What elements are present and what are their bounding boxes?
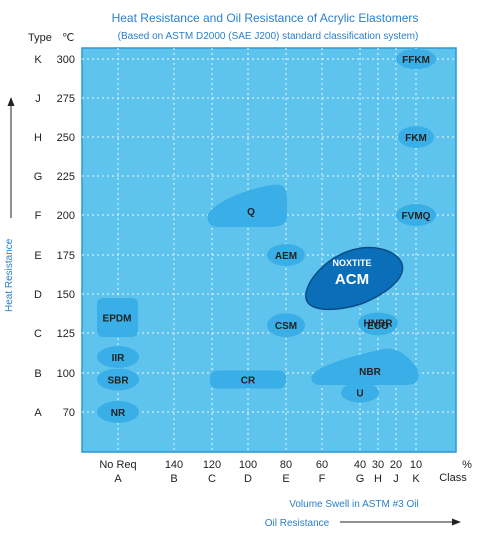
x-tick-class: K [412, 473, 420, 485]
aem-region [267, 244, 305, 266]
y-tick-type: A [34, 407, 42, 419]
y-tick-value: 125 [57, 328, 75, 340]
fkm-label: FKM [405, 133, 427, 144]
nr-region [97, 401, 139, 423]
x-tick-value: 140 [165, 459, 183, 471]
x-tick-class: H [374, 473, 382, 485]
sbr-label: SBR [107, 376, 129, 387]
y-tick-value: 250 [57, 132, 75, 144]
aem-label: AEM [275, 251, 297, 262]
csm-label: CSM [275, 321, 297, 332]
x-tick-class: C [208, 473, 216, 485]
x-tick-value: 30 [372, 459, 384, 471]
y-tick-value: 200 [57, 210, 75, 222]
x-axis-arrow [340, 518, 461, 526]
fvmq-label: FVMQ [402, 211, 431, 222]
y-axis-ticks: K 300 J 275 H 250 G 225 F 200 E 175 D 150 C 125 B 100 A 70 [34, 54, 75, 419]
iir-label: IIR [112, 353, 126, 364]
epdm-label: EPDM [103, 314, 132, 325]
chart-subtitle: (Based on ASTM D2000 (SAE J200) standard… [118, 31, 419, 42]
eco-label: ECO [367, 321, 389, 332]
y-tick-value: 225 [57, 171, 75, 183]
fvmq-region [396, 204, 436, 226]
hnbr-label: HNBR [364, 319, 394, 330]
y-tick-value: 300 [57, 54, 75, 66]
x-tick-class: E [282, 473, 289, 485]
eco-region [359, 315, 397, 336]
epdm-region [97, 298, 138, 337]
x-axis-ticks: No Req A 140 B 120 C 100 D 80 E 60 F 40 G 30 H 20 J 10 K [99, 459, 422, 485]
material-regions [97, 49, 436, 423]
y-tick-type: F [35, 210, 42, 222]
x-tick-value: 120 [203, 459, 221, 471]
x-tick-value: 80 [280, 459, 292, 471]
u-label: U [356, 389, 363, 400]
y-tick-type: D [34, 289, 42, 301]
y-tick-type: E [34, 250, 41, 262]
ffkm-region [396, 49, 436, 69]
material-labels: FFKM FKM FVMQ Q AEM NOXTITE ACM HNBR CSM ECO EPDM I… [103, 55, 431, 419]
fkm-region [398, 126, 434, 148]
x-tick-value: No Req [99, 459, 136, 471]
iir-region [97, 346, 139, 368]
cr-region [210, 370, 286, 389]
acm-brand-label: NOXTITE [332, 258, 371, 268]
y-tick-type: H [34, 132, 42, 144]
sbr-region [97, 368, 139, 391]
y-axis-label: Heat Resistance [4, 238, 15, 312]
csm-region [267, 313, 305, 338]
x-tick-class: G [356, 473, 365, 485]
y-tick-type: C [34, 328, 42, 340]
x-tick-value: 20 [390, 459, 402, 471]
x-tick-class: B [170, 473, 177, 485]
x-axis-label: Volume Swell in ASTM #3 Oil [289, 499, 419, 510]
x-unit-label: % [462, 459, 472, 471]
x-tick-class: A [114, 473, 122, 485]
x-tick-value: 10 [410, 459, 422, 471]
x-tick-class: J [393, 473, 399, 485]
cr-label: CR [241, 376, 256, 387]
nbr-region [311, 348, 419, 385]
y-tick-value: 175 [57, 250, 75, 262]
y-axis-arrow [7, 97, 15, 218]
x-tick-value: 60 [316, 459, 328, 471]
plot-area [81, 47, 457, 453]
y-header-type: Type [28, 32, 52, 44]
x-tick-class: F [319, 473, 326, 485]
y-tick-value: 150 [57, 289, 75, 301]
chart-title: Heat Resistance and Oil Resistance of Ac… [112, 11, 419, 25]
nr-label: NR [111, 408, 126, 419]
y-tick-type: G [34, 171, 43, 183]
y-tick-value: 70 [63, 407, 75, 419]
y-tick-type: J [35, 93, 41, 105]
q-region [207, 184, 287, 227]
acm-label: ACM [335, 271, 369, 288]
u-region [341, 382, 379, 403]
y-tick-value: 275 [57, 93, 75, 105]
ffkm-label: FFKM [402, 55, 430, 66]
x-axis-label-secondary: Oil Resistance [265, 518, 330, 529]
x-tick-value: 100 [239, 459, 257, 471]
y-tick-value: 100 [57, 368, 75, 380]
y-tick-type: B [34, 368, 41, 380]
x-class-label: Class [439, 472, 467, 484]
nbr-label: NBR [359, 367, 381, 378]
q-label: Q [247, 207, 255, 218]
y-header-unit: ℃ [62, 32, 74, 44]
x-tick-class: D [244, 473, 252, 485]
x-tick-value: 40 [354, 459, 366, 471]
acm-region [305, 246, 404, 311]
y-tick-type: K [34, 54, 42, 66]
